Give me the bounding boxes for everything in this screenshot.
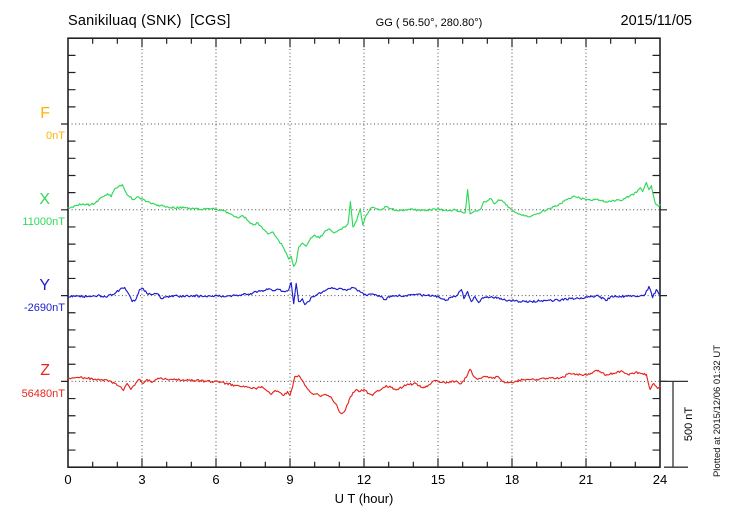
x-axis-tick-label: 15	[430, 472, 446, 487]
x-axis-tick-label: 0	[64, 472, 72, 487]
geographic-coordinates: GG ( 56.50°, 280.80°)	[375, 17, 483, 29]
component-label-Y: Y	[39, 277, 50, 294]
series-Y	[67, 282, 661, 306]
nt-minor-ticks	[68, 54, 660, 451]
x-axis-title: U T (hour)	[334, 491, 394, 506]
station-title: Sanikiluaq (SNK) [CGS]	[68, 13, 231, 29]
component-baseline-F: 0nT	[46, 130, 65, 142]
component-label-X: X	[39, 191, 50, 208]
series-X	[67, 181, 661, 267]
vertical-gridlines	[141, 38, 587, 468]
component-baseline-X: 11000nT	[22, 216, 65, 228]
x-axis-tick-label: 12	[356, 472, 372, 487]
baseline-outer-ticks	[61, 123, 667, 382]
x-axis-tick-label: 3	[138, 472, 146, 487]
x-axis-tick-label: 9	[286, 472, 294, 487]
scale-bar-label: 500 nT	[683, 406, 695, 442]
series-Z	[67, 368, 661, 415]
component-baseline-Z: 56480nT	[21, 388, 65, 400]
component-label-Z: Z	[40, 362, 50, 379]
component-label-F: F	[40, 105, 50, 122]
component-baseline-Y: -2690nT	[24, 302, 65, 314]
plotted-at-note: Plotted at 2015/12/06 01:32 UT	[712, 344, 723, 478]
x-axis-tick-label: 18	[504, 472, 520, 487]
observation-date: 2015/11/05	[620, 13, 693, 29]
scale-bar	[660, 380, 688, 468]
hour-ticks	[92, 38, 636, 468]
x-axis-tick-label: 24	[652, 472, 668, 487]
plot-frame	[67, 37, 661, 469]
baseline-gridlines	[68, 123, 660, 382]
x-axis-tick-label: 6	[212, 472, 220, 487]
x-axis-tick-label: 21	[578, 472, 594, 487]
